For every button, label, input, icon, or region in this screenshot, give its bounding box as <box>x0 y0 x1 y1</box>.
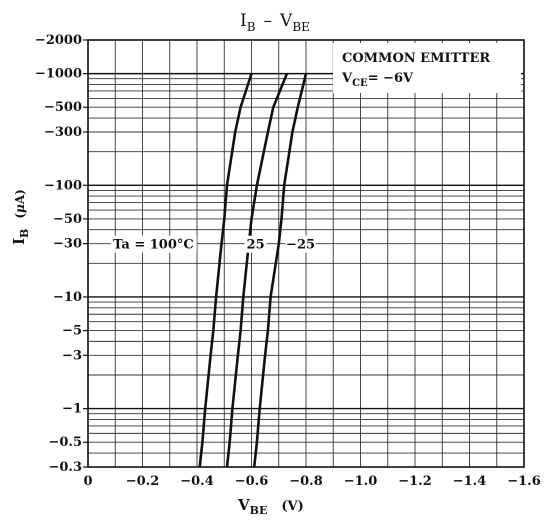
y-tick-label: −500 <box>44 100 82 115</box>
x-tick-label: −0.4 <box>180 474 214 489</box>
series-curve-0 <box>198 73 253 468</box>
y-axis-label: IB(μA) <box>10 189 31 245</box>
x-tick-label: −1.6 <box>507 474 541 489</box>
series-curve-1 <box>225 73 289 468</box>
annotation-box: COMMON EMITTER VCE= −6V <box>333 43 521 93</box>
y-tick-label: −2000 <box>35 33 82 48</box>
x-tick-label: −1.4 <box>453 474 487 489</box>
series-label-background <box>110 235 197 253</box>
y-tick-label: −0.5 <box>48 435 82 450</box>
series-label-background <box>244 235 267 253</box>
series-label-0: Ta = 100°C <box>113 238 194 253</box>
y-tick-label: −5 <box>62 324 82 339</box>
annotation-line-1: COMMON EMITTER <box>342 51 490 66</box>
x-tick-label: −0.2 <box>126 474 160 489</box>
y-tick-label: −3 <box>62 348 82 363</box>
y-tick-label: −10 <box>53 290 82 305</box>
y-tick-label: −300 <box>44 125 82 140</box>
series-label-background <box>285 235 316 253</box>
series-labels: Ta = 100°C 25 −25 <box>110 235 316 253</box>
series-curve-2 <box>252 73 308 468</box>
x-tick-label: −0.6 <box>235 474 269 489</box>
annotation-line-2: VCE= −6V <box>341 71 414 89</box>
x-tick-label: −0.8 <box>289 474 323 489</box>
x-tick-labels: 0 −0.2 −0.4 −0.6 −0.8 −1.0 −1.2 −1.4 −1.6 <box>83 474 540 489</box>
y-tick-label: −0.3 <box>48 460 82 475</box>
y-tick-label: −100 <box>44 178 82 193</box>
series-label-1: 25 <box>247 238 265 253</box>
y-tick-label: −50 <box>53 212 82 227</box>
series-curves <box>198 73 308 468</box>
x-tick-label: −1.0 <box>344 474 378 489</box>
x-axis-label: VBE (V) <box>237 496 304 517</box>
y-tick-labels: −0.3 −0.5 −1 −3 −5 −10 −30 −50 −100 −300 −500 −1000… <box>35 33 88 475</box>
grid-lines <box>88 40 524 467</box>
annotation-background <box>333 43 521 93</box>
x-tick-label: −1.2 <box>398 474 432 489</box>
series-label-2: −25 <box>286 238 315 253</box>
chart-title: IB – VBE <box>240 11 310 34</box>
plot-frame <box>87 39 525 468</box>
y-tick-label: −1000 <box>35 67 82 82</box>
x-tick-label: 0 <box>83 474 92 489</box>
y-tick-label: −30 <box>53 237 82 252</box>
y-tick-label: −1 <box>62 402 82 417</box>
